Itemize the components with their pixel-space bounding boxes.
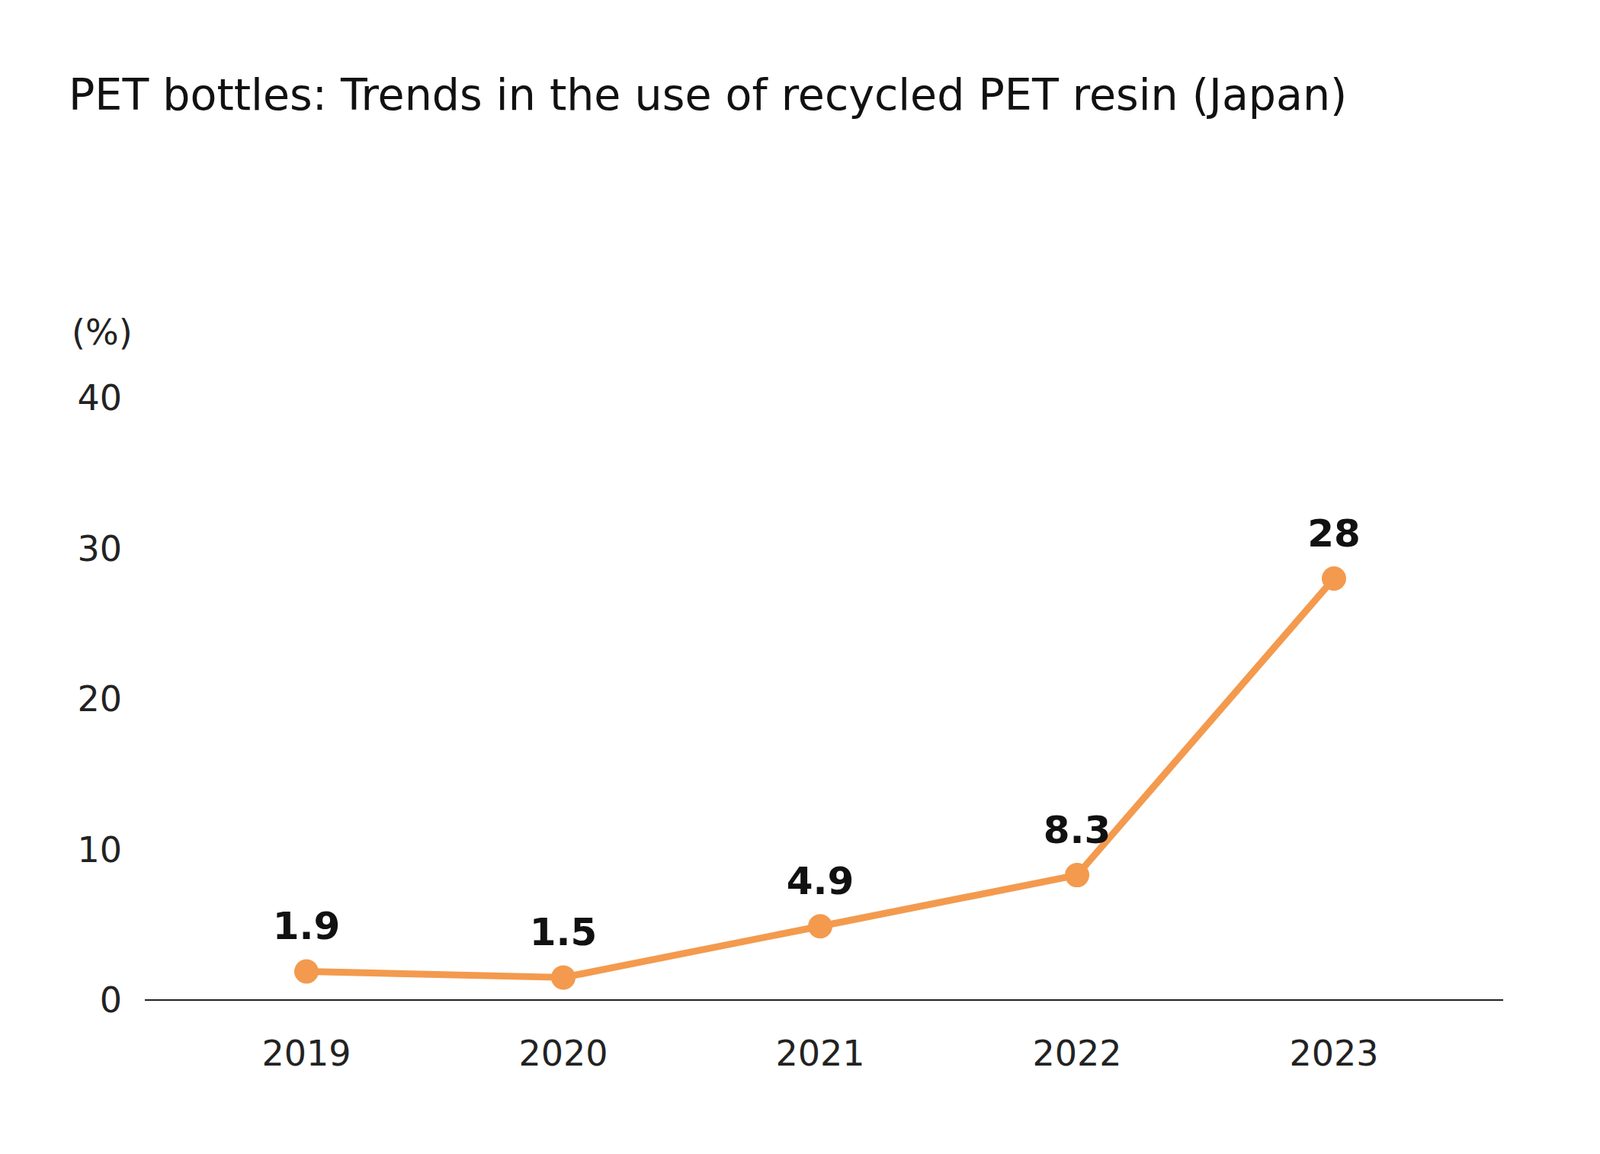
data-line <box>306 578 1334 978</box>
plot-marks <box>294 566 1347 990</box>
data-label: 1.9 <box>272 904 341 949</box>
title: PET bottles: Trends in the use of recycl… <box>68 69 1347 120</box>
x-tick-label: 2021 <box>775 1032 865 1075</box>
background <box>0 0 1600 1154</box>
y-tick-label: 0 <box>99 979 122 1021</box>
x-axis-line <box>144 999 1504 1001</box>
data-label: 4.9 <box>786 859 855 904</box>
data-label: 28 <box>1307 511 1361 556</box>
data-point <box>808 913 833 939</box>
y-tick-label: 40 <box>76 377 122 419</box>
chart-container: PET bottles: Trends in the use of recycl… <box>0 0 1600 1154</box>
data-point <box>551 965 576 990</box>
x-tick-label: 2020 <box>518 1032 608 1075</box>
data-point <box>1321 566 1347 591</box>
y-tick-label: 20 <box>76 678 122 720</box>
data-label: 8.3 <box>1043 808 1112 853</box>
data-point <box>1064 862 1090 888</box>
x-tick-label: 2022 <box>1032 1032 1122 1075</box>
y-axis-label: (%) <box>71 311 133 353</box>
data-label: 1.5 <box>529 910 598 955</box>
x-tick-label: 2019 <box>261 1032 351 1075</box>
y-tick-label: 30 <box>76 528 122 570</box>
chart-svg: PET bottles: Trends in the use of recycl… <box>0 0 1600 1154</box>
y-tick-label: 10 <box>76 829 122 871</box>
x-tick-label: 2023 <box>1288 1032 1379 1075</box>
data-point <box>294 958 319 984</box>
